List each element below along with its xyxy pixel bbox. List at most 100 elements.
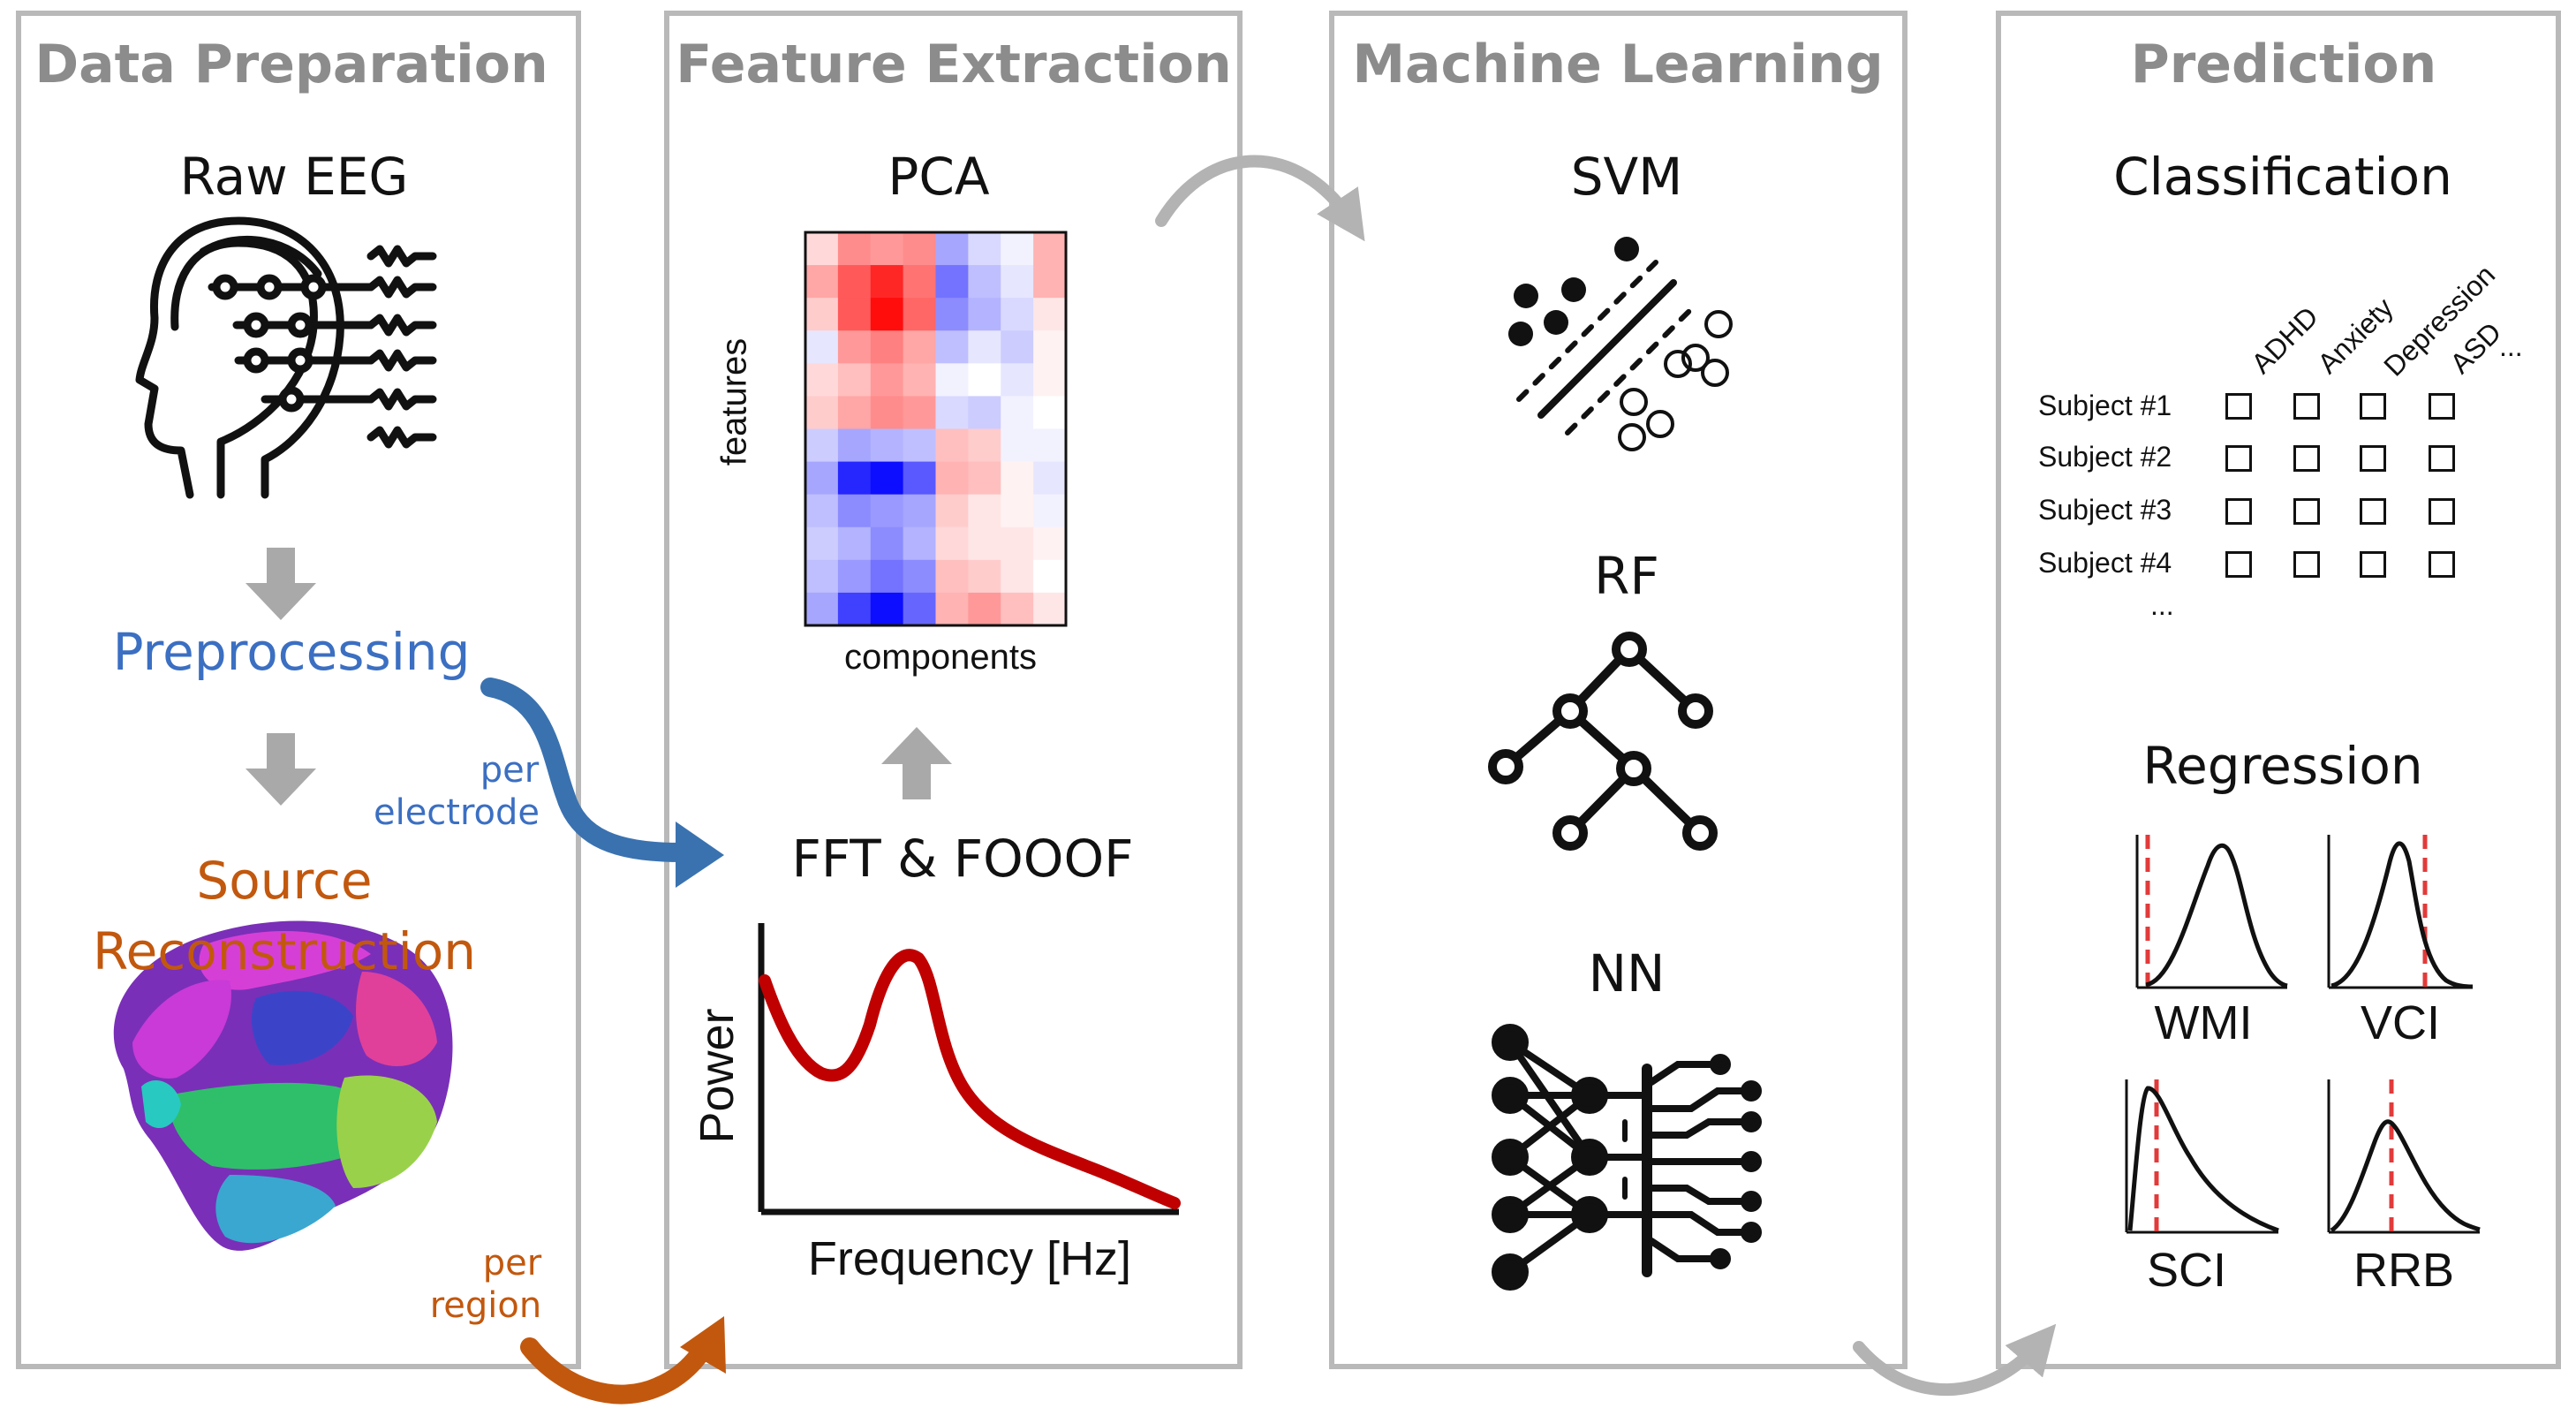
flow-arrow-ml-to-prediction: [1853, 1323, 2057, 1397]
per-electrode-label-line1: per: [480, 750, 540, 791]
heatmap-cell: [903, 265, 936, 299]
heatmap-cell: [935, 232, 969, 266]
classification-checkbox: [2225, 445, 2252, 472]
subjects-more: ...: [2150, 589, 2174, 621]
heatmap-cell: [903, 232, 936, 266]
classification-checkbox: [2225, 393, 2252, 420]
heatmap-cell: [1033, 396, 1067, 429]
heatmap-cell: [837, 298, 872, 331]
flow-arrow-feature-to-ml: [1155, 155, 1365, 242]
subject-label: Subject #2: [2038, 441, 2172, 473]
regression-target-label: RRB: [2353, 1244, 2455, 1297]
heatmap-cell: [935, 265, 969, 299]
power-axis-label: Power: [690, 1008, 744, 1144]
heatmap-cell: [1001, 298, 1034, 331]
heatmap-cell: [1001, 232, 1034, 266]
heatmap-cell: [837, 363, 872, 397]
heatmap-cell: [903, 461, 936, 496]
heatmap-cell: [805, 494, 839, 528]
heatmap-cell: [1033, 428, 1067, 463]
regression-plot-sci: [2125, 1079, 2279, 1234]
svm-label: SVM: [1570, 147, 1683, 207]
heatmap-cell: [1001, 494, 1034, 528]
per-electrode-arrow: [480, 678, 724, 888]
panel-machine-learning: [1329, 11, 1907, 1369]
regression-target-label: VCI: [2360, 996, 2441, 1049]
heatmap-cell: [1001, 363, 1034, 397]
heatmap-cell: [805, 428, 839, 463]
heatmap-cell: [1001, 526, 1034, 561]
regression-target-label: SCI: [2146, 1244, 2227, 1297]
heatmap-cell: [1033, 232, 1067, 266]
heatmap-cell: [968, 396, 1001, 429]
heatmap-cell: [870, 363, 904, 397]
frequency-axis-label: Frequency [Hz]: [807, 1232, 1132, 1285]
heatmap-cell: [1033, 494, 1067, 528]
classification-checkbox: [2429, 498, 2455, 525]
pca-label: PCA: [888, 147, 990, 207]
classification-checkbox: [2293, 551, 2320, 578]
heatmap-cell: [805, 526, 839, 561]
source-reconstruction-label-line1: Source: [196, 851, 373, 911]
classification-checkbox: [2360, 393, 2386, 420]
power-spectrum-plot: [758, 923, 1181, 1215]
heatmap-cell: [1033, 592, 1067, 626]
heatmap-cell: [870, 461, 904, 496]
heatmap-cell: [870, 428, 904, 463]
heatmap-cell: [903, 559, 936, 594]
heatmap-cell: [837, 232, 872, 266]
classification-checkbox: [2429, 393, 2455, 420]
random-forest-icon: [1488, 632, 1718, 851]
heatmap-cell: [837, 592, 872, 626]
panel-title-machine-learning: Machine Learning: [1352, 34, 1884, 95]
heatmap-cell: [903, 592, 936, 626]
classification-checkbox: [2360, 551, 2386, 578]
heatmap-cell: [837, 559, 872, 594]
heatmap-cell: [1033, 526, 1067, 561]
pca-heatmap: [805, 232, 1067, 626]
heatmap-cell: [837, 396, 872, 429]
heatmap-cell: [805, 559, 839, 594]
diagnoses-more: ...: [2499, 330, 2523, 362]
heatmap-cell: [1033, 298, 1067, 331]
per-region-label-line1: per: [482, 1243, 542, 1283]
heatmap-cell: [1001, 396, 1034, 429]
heatmap-cell: [968, 461, 1001, 496]
down-arrow-icon: [246, 548, 316, 620]
classification-checkbox: [2429, 445, 2455, 472]
heatmap-cell: [870, 559, 904, 594]
heatmap-cell: [870, 298, 904, 331]
heatmap-cell: [1033, 265, 1067, 299]
heatmap-cell: [1001, 428, 1034, 463]
heatmap-cell: [837, 526, 872, 561]
heatmap-cell: [1033, 559, 1067, 594]
heatmap-cell: [903, 298, 936, 331]
heatmap-cell: [837, 428, 872, 463]
regression-plot-vci: [2327, 835, 2474, 989]
classification-checkbox: [2225, 551, 2252, 578]
heatmap-cell: [870, 526, 904, 561]
classification-checkbox: [2360, 498, 2386, 525]
features-axis-label: features: [714, 337, 754, 466]
heatmap-cell: [805, 363, 839, 397]
heatmap-cell: [968, 559, 1001, 594]
heatmap-cell: [968, 526, 1001, 561]
per-electrode-label-line2: electrode: [373, 792, 540, 833]
up-arrow-icon: [881, 727, 952, 799]
heatmap-cell: [837, 265, 872, 299]
heatmap-cell: [968, 428, 1001, 463]
heatmap-cell: [935, 494, 969, 528]
heatmap-cell: [903, 396, 936, 429]
heatmap-cell: [903, 363, 936, 397]
down-arrow-icon: [246, 733, 316, 806]
panel-title-prediction: Prediction: [2130, 34, 2437, 95]
source-reconstruction-label-line2: Reconstruction: [92, 921, 477, 981]
classification-label: Classification: [2113, 147, 2452, 207]
heatmap-cell: [935, 428, 969, 463]
heatmap-cell: [968, 494, 1001, 528]
heatmap-cell: [903, 330, 936, 364]
heatmap-cell: [1001, 461, 1034, 496]
heatmap-cell: [870, 232, 904, 266]
classification-checkbox: [2293, 445, 2320, 472]
